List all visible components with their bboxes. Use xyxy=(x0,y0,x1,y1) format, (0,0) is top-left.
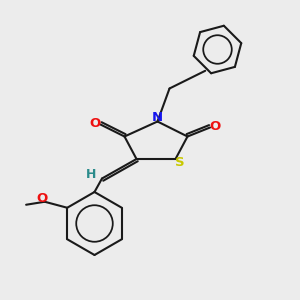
Text: O: O xyxy=(36,192,47,205)
Text: O: O xyxy=(210,119,221,133)
Text: N: N xyxy=(152,111,163,124)
Text: S: S xyxy=(175,156,184,169)
Text: O: O xyxy=(89,116,101,130)
Text: H: H xyxy=(85,168,96,182)
